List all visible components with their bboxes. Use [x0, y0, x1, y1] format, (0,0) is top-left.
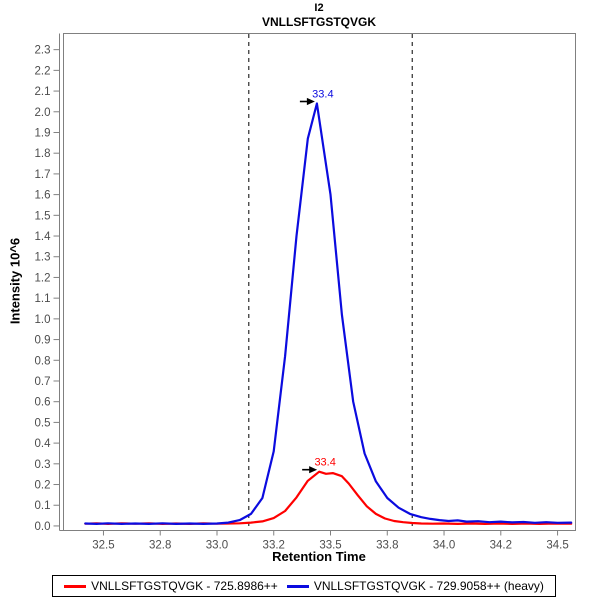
y-tick-label: 2.2: [35, 65, 51, 77]
y-tick-label: 2.3: [35, 45, 51, 57]
chart-title-block: I2 VNLLSFTGSTQVGK: [39, 2, 599, 29]
y-tick-label: 1.3: [35, 252, 51, 264]
y-tick-label: 0.1: [35, 500, 51, 512]
legend-item-light[interactable]: VNLLSFTGSTQVGK - 725.8986++: [64, 579, 278, 593]
x-tick-label: 32.5: [92, 540, 114, 552]
y-tick-label: 1.9: [35, 127, 51, 139]
y-tick-label: 1.2: [35, 272, 51, 284]
peak-rt-label: 33.4: [314, 457, 335, 469]
y-tick-label: 0.9: [35, 335, 51, 347]
y-tick-label: 1.4: [35, 231, 52, 243]
y-tick-label: 1.1: [35, 293, 51, 305]
x-axis-label: Retention Time: [272, 549, 366, 564]
legend-swatch-heavy: [286, 584, 309, 588]
y-tick-label: 1.0: [35, 314, 51, 326]
y-tick-label: 0.8: [35, 355, 51, 367]
legend-label-light: VNLLSFTGSTQVGK - 725.8986++: [91, 579, 278, 593]
y-tick-label: 0.3: [35, 459, 51, 471]
x-tick-label: 34.0: [433, 540, 455, 552]
series-0-curve[interactable]: [84, 470, 573, 526]
legend-item-heavy[interactable]: VNLLSFTGSTQVGK - 729.9058++ (heavy): [286, 579, 544, 593]
legend-label-heavy: VNLLSFTGSTQVGK - 729.9058++ (heavy): [313, 579, 544, 593]
legend-swatch-light: [64, 584, 87, 588]
y-tick-label: 0.0: [35, 521, 51, 533]
y-tick-label: 1.5: [35, 210, 51, 222]
chart-subtitle: VNLLSFTGSTQVGK: [262, 15, 376, 29]
y-tick-label: 0.5: [35, 417, 51, 429]
x-tick-label: 33.5: [319, 540, 341, 552]
series-0-peak-annotation: 33.4: [302, 457, 336, 474]
peak-arrow-icon: [306, 97, 315, 106]
peak-arrow-icon: [309, 466, 318, 474]
x-tick-label: 32.8: [149, 540, 171, 552]
x-tick-label: 33.0: [206, 540, 228, 552]
y-tick-label: 2.0: [35, 107, 51, 119]
series-1-peak-annotation: 33.4: [299, 88, 334, 106]
chart-title: I2: [314, 2, 324, 14]
y-tick-label: 0.7: [35, 376, 51, 388]
y-tick-label: 1.7: [35, 169, 51, 181]
y-tick-label: 0.4: [35, 438, 52, 450]
peak-rt-label: 33.4: [312, 88, 333, 100]
y-tick-label: 1.6: [35, 190, 51, 202]
x-tick-label: 34.2: [490, 540, 512, 552]
series-1-curve[interactable]: [84, 102, 573, 526]
plot-frame: [59, 33, 576, 531]
x-tick-label: 33.8: [376, 540, 398, 552]
y-axis-ticks: 0.0 0.1 0.2 0.3 0.4 0.5 0.6 0.7 0.8 0.9 1.0 1.1 1.2 1…: [35, 45, 60, 533]
y-tick-label: 0.6: [35, 397, 51, 409]
x-tick-label: 33.2: [263, 540, 285, 552]
x-tick-label: 34.5: [546, 540, 568, 552]
y-tick-label: 1.8: [35, 148, 51, 160]
legend: VNLLSFTGSTQVGK - 725.8986++ VNLLSFTGSTQV…: [52, 575, 556, 597]
y-tick-label: 2.1: [35, 86, 51, 98]
x-axis-ticks: 32.5 32.8 33.0 33.2 33.5 33.8 34.0 34.2 34.5: [92, 530, 569, 552]
y-tick-label: 0.2: [35, 480, 51, 492]
